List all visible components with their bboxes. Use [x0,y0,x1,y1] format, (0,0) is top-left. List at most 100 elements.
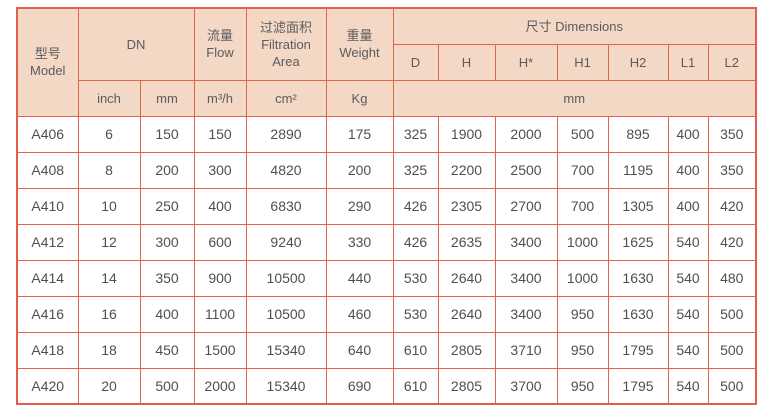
dim-l2-cell: 480 [707,259,757,297]
header-dim-h: H [437,43,496,81]
header-weight-cn: 重量 [346,28,373,44]
area-cell: 15340 [245,331,327,369]
dim-h-cell: 1900 [437,115,496,153]
dim-hstar-cell: 2000 [494,115,558,153]
header-weight: 重量 Weight [325,7,394,81]
model-cell: A406 [16,115,79,153]
dim-h1-cell: 950 [556,295,609,333]
table-row: A406 6 150 150 2890 175 325 1900 2000 500 895 400 35… [16,115,757,153]
dn-mm-cell: 500 [139,367,195,405]
area-cell: 15340 [245,367,327,405]
dim-h-cell: 2635 [437,223,496,261]
dim-l1-cell: 400 [667,115,709,153]
dim-hstar-cell: 2500 [494,151,558,189]
flow-cell: 600 [193,223,247,261]
header-flow-en: Flow [206,45,234,61]
unit-flow: m³/h [193,79,247,117]
header-filtration-en1: Filtration [261,36,311,52]
dim-h2-cell: 1630 [607,295,669,333]
dim-l1-cell: 540 [667,223,709,261]
dn-mm-cell: 300 [139,223,195,261]
header-dim-hstar: H* [494,43,558,81]
header-model-en: Model [30,63,66,79]
dim-d-cell: 530 [392,295,439,333]
area-cell: 10500 [245,259,327,297]
table-row: A418 18 450 1500 15340 640 610 2805 3710 950 1795 5… [16,331,757,369]
model-cell: A420 [16,367,79,405]
dim-h1-cell: 950 [556,367,609,405]
dim-hstar-cell: 3400 [494,295,558,333]
flow-cell: 2000 [193,367,247,405]
dim-h-cell: 2805 [437,367,496,405]
flow-cell: 150 [193,115,247,153]
weight-cell: 440 [325,259,394,297]
model-cell: A408 [16,151,79,189]
dim-h1-cell: 1000 [556,259,609,297]
dim-d-cell: 325 [392,115,439,153]
dim-h2-cell: 1795 [607,331,669,369]
dim-l2-cell: 420 [707,223,757,261]
table-row: A410 10 250 400 6830 290 426 2305 2700 700 1305 400… [16,187,757,225]
dim-l1-cell: 540 [667,367,709,405]
flow-cell: 1500 [193,331,247,369]
dn-inch-cell: 10 [77,187,141,225]
area-cell: 4820 [245,151,327,189]
dn-inch-cell: 16 [77,295,141,333]
dim-h2-cell: 1305 [607,187,669,225]
dim-l2-cell: 500 [707,295,757,333]
dn-mm-cell: 150 [139,115,195,153]
header-dim-d: D [392,43,439,81]
weight-cell: 290 [325,187,394,225]
dn-inch-cell: 12 [77,223,141,261]
header-dn: DN [77,7,195,81]
dim-l2-cell: 500 [707,367,757,405]
header-flow: 流量 Flow [193,7,247,81]
header-dim-l2: L2 [707,43,757,81]
area-cell: 2890 [245,115,327,153]
model-cell: A418 [16,331,79,369]
dim-h-cell: 2640 [437,259,496,297]
dim-l1-cell: 540 [667,331,709,369]
dim-hstar-cell: 3400 [494,223,558,261]
dim-h2-cell: 1625 [607,223,669,261]
dim-h1-cell: 950 [556,331,609,369]
dim-h2-cell: 1795 [607,367,669,405]
dim-d-cell: 610 [392,367,439,405]
header-dimensions: 尺寸 Dimensions [392,7,757,45]
table-header: 型号 Model DN 流量 Flow 过滤面积 Filtration Area… [16,7,757,117]
dn-inch-cell: 18 [77,331,141,369]
dn-mm-cell: 350 [139,259,195,297]
dim-l1-cell: 540 [667,295,709,333]
area-cell: 6830 [245,187,327,225]
dim-d-cell: 530 [392,259,439,297]
header-row-2: D H H* H1 H2 L1 L2 [17,43,757,81]
dim-h-cell: 2200 [437,151,496,189]
dim-h2-cell: 1630 [607,259,669,297]
dim-hstar-cell: 3700 [494,367,558,405]
dim-h1-cell: 500 [556,115,609,153]
dim-hstar-cell: 3400 [494,259,558,297]
table-row: A414 14 350 900 10500 440 530 2640 3400 1000 1630 5… [16,259,757,297]
header-weight-en: Weight [339,45,380,61]
header-dim-h1: H1 [556,43,609,81]
model-cell: A416 [16,295,79,333]
table-body: A406 6 150 150 2890 175 325 1900 2000 500 895 400 35… [16,115,757,405]
dim-l2-cell: 350 [707,151,757,189]
dim-h1-cell: 1000 [556,223,609,261]
dn-mm-cell: 400 [139,295,195,333]
weight-cell: 200 [325,151,394,189]
dim-l2-cell: 350 [707,115,757,153]
model-cell: A412 [16,223,79,261]
unit-dimensions: mm [392,79,757,117]
dim-d-cell: 610 [392,331,439,369]
header-row-units: inch mm m³/h cm² Kg mm [17,79,757,117]
dim-l1-cell: 540 [667,259,709,297]
dim-hstar-cell: 2700 [494,187,558,225]
dn-mm-cell: 200 [139,151,195,189]
unit-mm: mm [139,79,195,117]
header-filtration-en2: Area [272,53,300,69]
weight-cell: 460 [325,295,394,333]
flow-cell: 1100 [193,295,247,333]
flow-cell: 400 [193,187,247,225]
